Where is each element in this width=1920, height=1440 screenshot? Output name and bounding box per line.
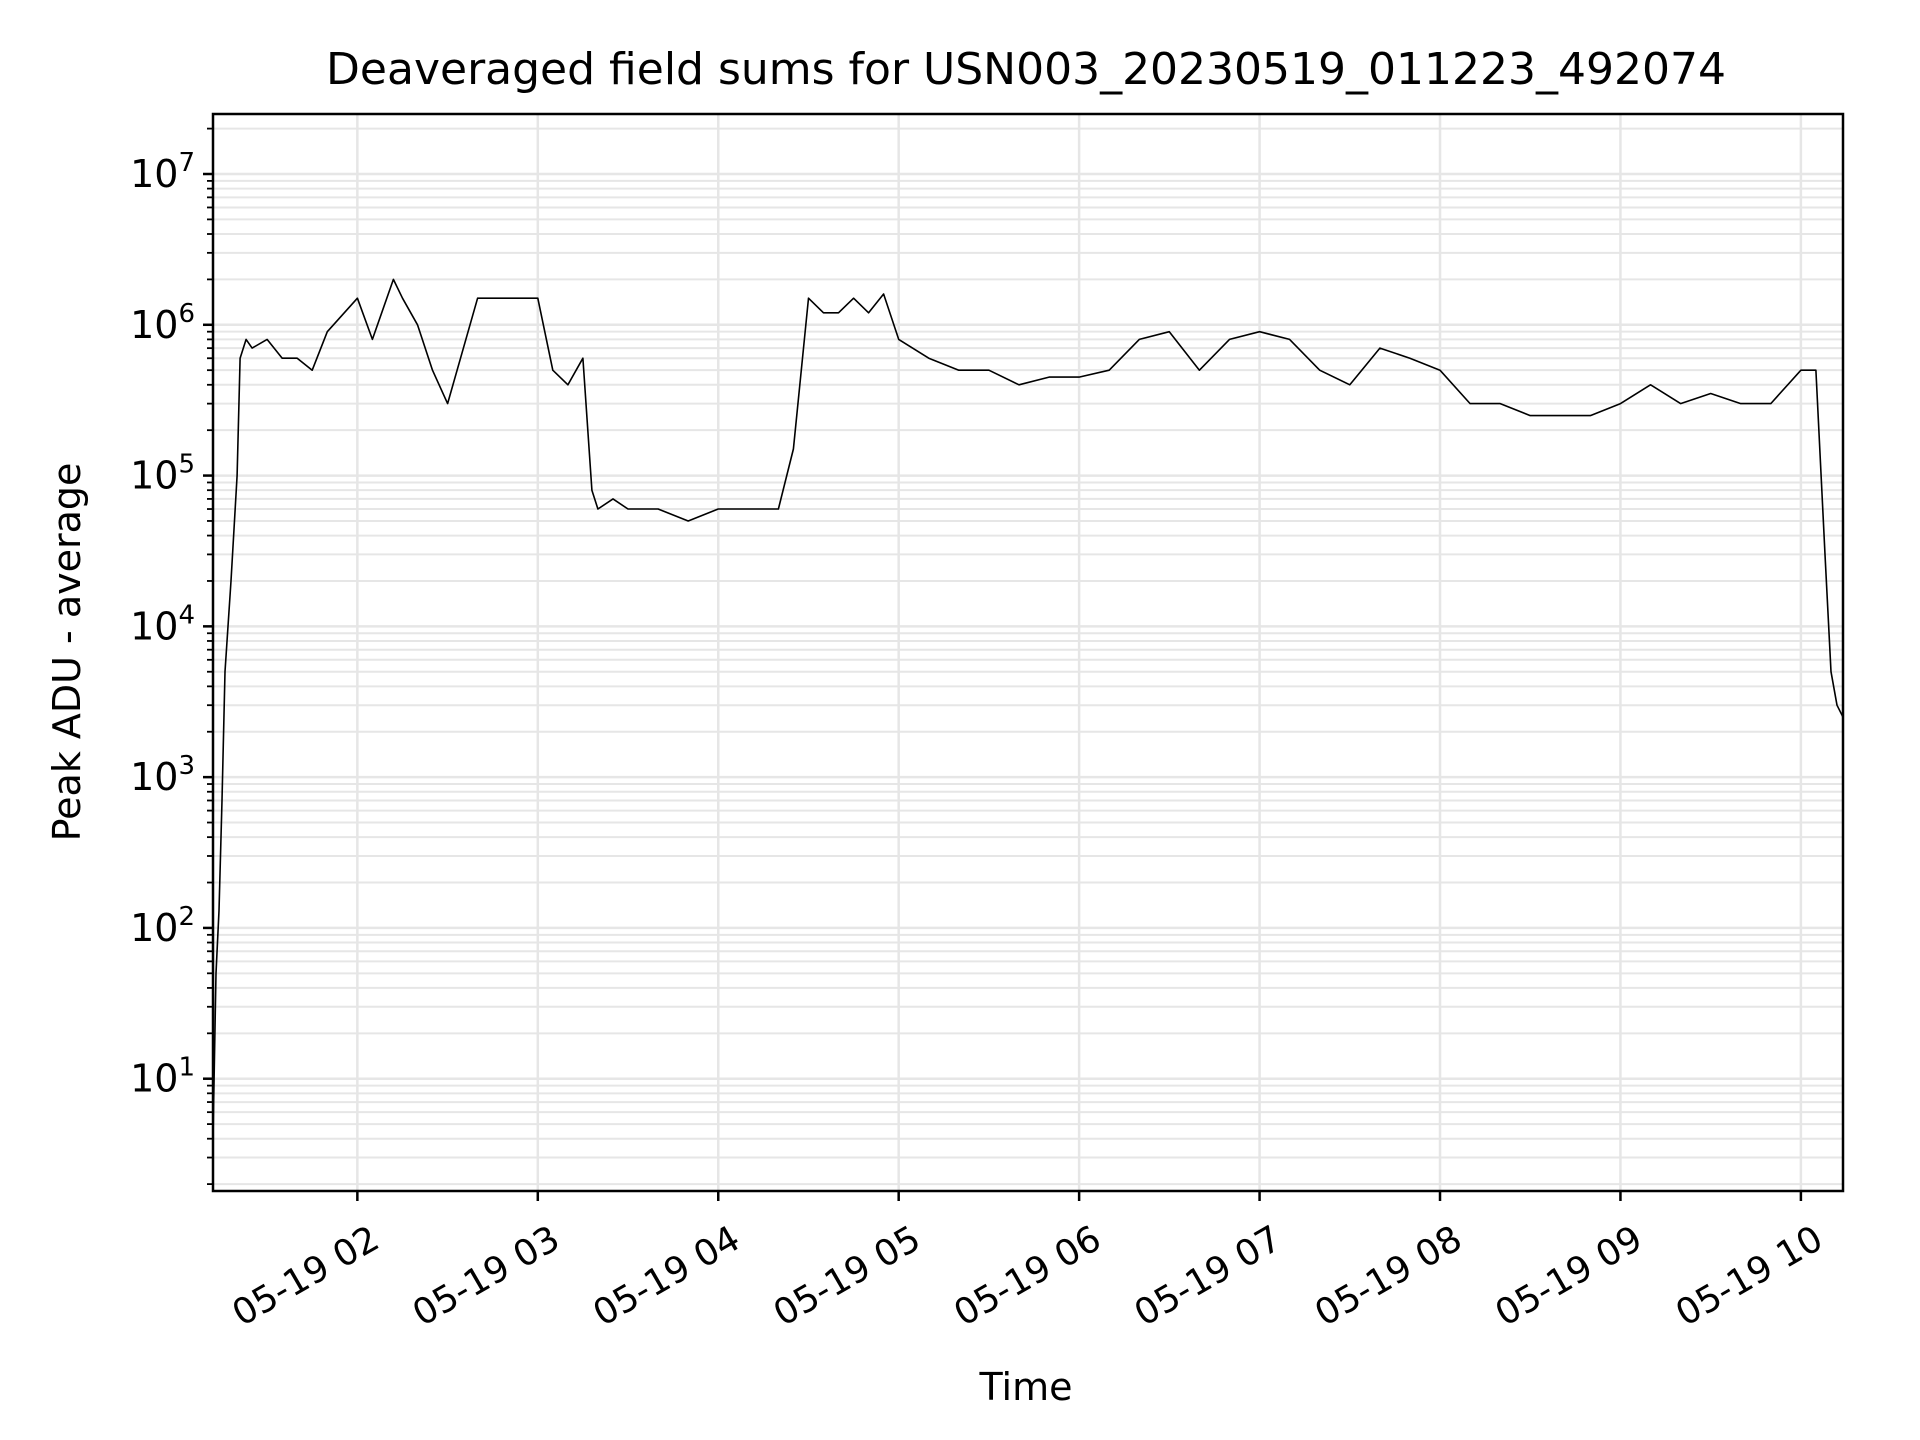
y-tick-label: 102 [130,902,195,950]
grid [213,114,1843,1191]
data-series-line [212,278,1844,1139]
chart-title: Deaveraged field sums for USN003_2023051… [326,44,1726,95]
plot-frame [211,112,1845,1193]
y-tick-label: 106 [130,299,195,347]
y-tick-label: 101 [130,1053,195,1101]
y-tick-label: 104 [130,600,195,648]
plot-area [212,278,1844,1139]
y-axis: 101 102 103 104 105 106 107 [130,127,213,1186]
y-tick-label: 105 [130,450,195,498]
x-axis-label: Time [979,1365,1073,1409]
y-tick-label: 103 [130,751,195,799]
y-axis-label: Peak ADU - average [45,463,89,842]
y-tick-label: 107 [130,148,195,196]
